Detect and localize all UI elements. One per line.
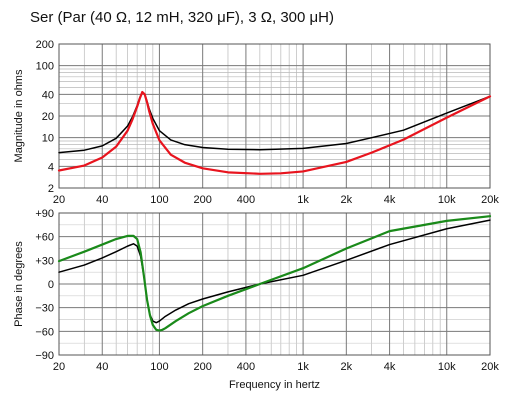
x-tick-label: 10k	[438, 361, 456, 373]
y-tick-label: −30	[35, 303, 54, 315]
series-line-1	[58, 91, 491, 154]
x-tick-label: 40	[96, 361, 108, 373]
x-tick-label: 200	[193, 361, 211, 373]
phase-plot: 20 40 100 200 400 1k 2k 4k 10k 20k +90 +60 +30 0 −30 −6…	[13, 208, 499, 391]
series-line-2	[57, 90, 492, 175]
magnitude-plot: 20 40 100 200 400 1k 2k 4k 10k 20k 2 4 10 20 40 100 200 M…	[13, 39, 499, 206]
x-tick-label: 20	[53, 194, 65, 206]
y-tick-label: 4	[48, 161, 54, 173]
y-tick-label: 40	[42, 89, 54, 101]
x-tick-label: 4k	[384, 194, 396, 206]
y-tick-label: +90	[35, 208, 54, 220]
x-tick-label: 2k	[341, 361, 353, 373]
y-axis-label: Phase in degrees	[13, 241, 25, 327]
x-tick-label: 400	[237, 194, 255, 206]
y-tick-label: +60	[35, 232, 54, 244]
x-tick-label: 20	[53, 361, 65, 373]
x-tick-label: 1k	[297, 194, 309, 206]
x-tick-label: 20k	[481, 194, 499, 206]
x-tick-label: 4k	[384, 361, 396, 373]
y-tick-label: 0	[48, 279, 54, 291]
y-axis-label: Magnitude in ohms	[13, 69, 25, 162]
y-tick-label: +30	[35, 255, 54, 267]
plot-frame	[58, 43, 491, 189]
x-tick-label: 100	[150, 194, 168, 206]
plot-frame	[58, 212, 491, 356]
x-tick-label: 10k	[438, 194, 456, 206]
y-tick-label: −60	[35, 326, 54, 338]
x-tick-label: 400	[237, 361, 255, 373]
y-tick-label: 20	[42, 111, 54, 123]
y-tick-label: 2	[48, 183, 54, 195]
series-line-1	[58, 219, 491, 324]
y-tick-label: 200	[36, 39, 54, 51]
series-line-2	[57, 215, 492, 332]
x-tick-label: 100	[150, 361, 168, 373]
x-axis-label: Frequency in hertz	[229, 379, 320, 391]
x-tick-label: 40	[96, 194, 108, 206]
x-tick-label: 2k	[341, 194, 353, 206]
x-tick-label: 200	[193, 194, 211, 206]
y-tick-label: −90	[35, 350, 54, 362]
y-tick-label: 100	[36, 61, 54, 73]
y-tick-label: 10	[42, 133, 54, 145]
x-tick-label: 1k	[297, 361, 309, 373]
x-tick-label: 20k	[481, 361, 499, 373]
chart-title: Ser (Par (40 Ω, 12 mH, 320 μF), 3 Ω, 300…	[30, 9, 334, 26]
